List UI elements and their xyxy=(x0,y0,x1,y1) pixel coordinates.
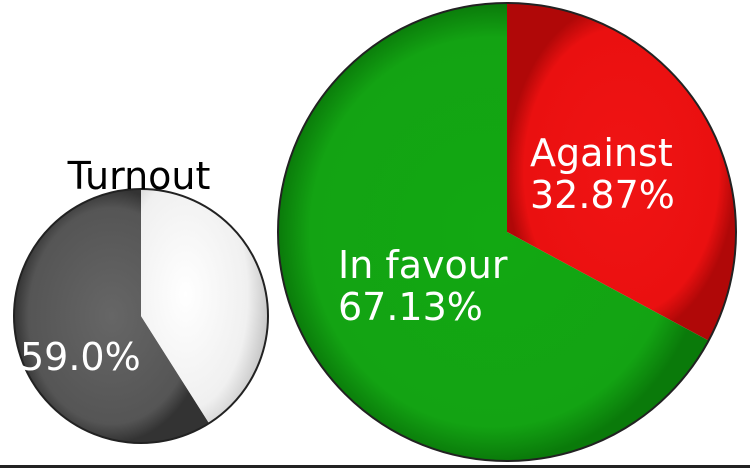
pie-slice-in-favour xyxy=(278,2,709,461)
in-favour-value-label: 67.13% xyxy=(338,285,483,329)
bottom-divider xyxy=(0,465,750,468)
turnout-slice-main xyxy=(14,189,210,444)
against-value-label: 32.87% xyxy=(530,173,675,217)
turnout-pie: Turnout 59.0% xyxy=(13,154,269,444)
turnout-pie-outline xyxy=(13,188,269,444)
referendum-pie-outline xyxy=(277,2,737,462)
turnout-slice-rest xyxy=(141,189,269,424)
against-label: Against xyxy=(530,131,673,175)
in-favour-label: In favour xyxy=(338,243,508,287)
turnout-title: Turnout xyxy=(67,154,211,198)
turnout-value-label: 59.0% xyxy=(20,335,141,379)
referendum-pie: Against 32.87% In favour 67.13% xyxy=(277,2,737,462)
pie-slice-against xyxy=(507,3,737,341)
